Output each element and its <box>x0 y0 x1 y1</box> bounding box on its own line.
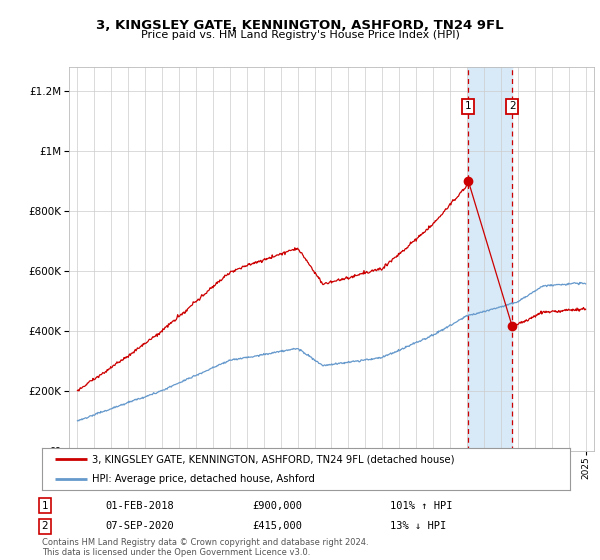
Text: 101% ↑ HPI: 101% ↑ HPI <box>390 501 452 511</box>
Text: Price paid vs. HM Land Registry's House Price Index (HPI): Price paid vs. HM Land Registry's House … <box>140 30 460 40</box>
Text: 2: 2 <box>41 521 49 531</box>
Text: Contains HM Land Registry data © Crown copyright and database right 2024.
This d: Contains HM Land Registry data © Crown c… <box>42 538 368 557</box>
Text: £900,000: £900,000 <box>252 501 302 511</box>
Bar <box>469 67 512 451</box>
Text: £415,000: £415,000 <box>252 521 302 531</box>
Text: 07-SEP-2020: 07-SEP-2020 <box>105 521 174 531</box>
Text: HPI: Average price, detached house, Ashford: HPI: Average price, detached house, Ashf… <box>92 474 315 484</box>
Text: 13% ↓ HPI: 13% ↓ HPI <box>390 521 446 531</box>
Text: 1: 1 <box>465 101 472 111</box>
Text: 3, KINGSLEY GATE, KENNINGTON, ASHFORD, TN24 9FL: 3, KINGSLEY GATE, KENNINGTON, ASHFORD, T… <box>96 18 504 32</box>
Text: 01-FEB-2018: 01-FEB-2018 <box>105 501 174 511</box>
Text: 2: 2 <box>509 101 515 111</box>
Text: 3, KINGSLEY GATE, KENNINGTON, ASHFORD, TN24 9FL (detached house): 3, KINGSLEY GATE, KENNINGTON, ASHFORD, T… <box>92 454 455 464</box>
Text: 1: 1 <box>41 501 49 511</box>
